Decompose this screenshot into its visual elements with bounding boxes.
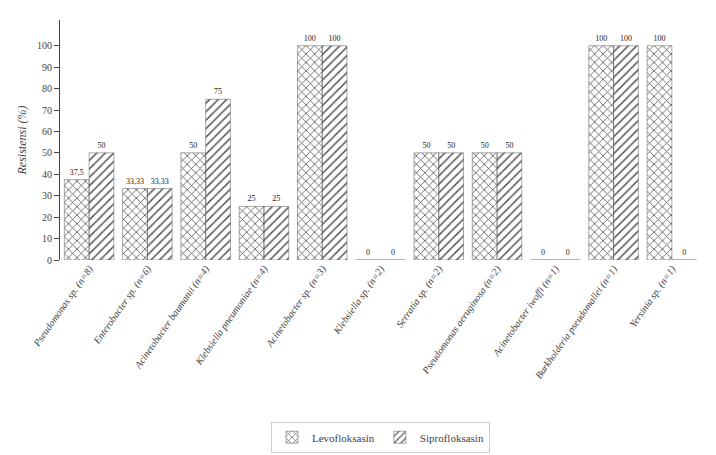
svg-text:Acinetobacter baumanii (n=4): Acinetobacter baumanii (n=4) — [132, 263, 213, 371]
svg-text:Resistensi (%): Resistensi (%) — [15, 106, 29, 176]
svg-text:50: 50 — [189, 141, 197, 150]
svg-text:50: 50 — [422, 141, 430, 150]
svg-text:40: 40 — [42, 169, 52, 180]
svg-text:Klebsiella pneumoniae (n=4): Klebsiella pneumoniae (n=4) — [193, 263, 271, 368]
svg-text:Serratia sp. (n=2): Serratia sp. (n=2) — [394, 263, 446, 330]
svg-text:50: 50 — [447, 141, 455, 150]
svg-text:Siprofloksasin: Siprofloksasin — [420, 432, 484, 444]
svg-text:50: 50 — [481, 141, 489, 150]
svg-text:Enterobacter sp. (n=6): Enterobacter sp. (n=6) — [91, 263, 155, 347]
svg-text:90: 90 — [42, 62, 52, 73]
svg-text:60: 60 — [42, 126, 52, 137]
svg-text:100: 100 — [620, 34, 632, 43]
svg-text:0: 0 — [366, 248, 370, 257]
svg-text:100: 100 — [37, 40, 52, 51]
svg-text:100: 100 — [329, 34, 341, 43]
svg-text:Acinetobacter iwoffi (n=1): Acinetobacter iwoffi (n=1) — [490, 263, 562, 359]
svg-text:70: 70 — [42, 105, 52, 116]
svg-text:25: 25 — [248, 194, 256, 203]
svg-text:75: 75 — [214, 87, 222, 96]
svg-text:10: 10 — [42, 233, 52, 244]
svg-text:50: 50 — [42, 147, 52, 158]
svg-text:0: 0 — [566, 248, 570, 257]
svg-text:Yersinia sp. (n=1): Yersinia sp. (n=1) — [627, 263, 679, 330]
svg-text:30: 30 — [42, 190, 52, 201]
svg-text:0: 0 — [47, 255, 52, 266]
svg-text:37,5: 37,5 — [70, 168, 84, 177]
svg-text:100: 100 — [653, 34, 665, 43]
svg-text:100: 100 — [304, 34, 316, 43]
svg-text:Pseudomonas sp. (n=8): Pseudomonas sp. (n=8) — [31, 263, 96, 349]
svg-text:0: 0 — [541, 248, 545, 257]
svg-text:0: 0 — [391, 248, 395, 257]
svg-text:33,33: 33,33 — [151, 177, 169, 186]
svg-text:50: 50 — [505, 141, 513, 150]
svg-text:Acinetobacter sp. (n=3): Acinetobacter sp. (n=3) — [263, 263, 329, 350]
svg-text:Levofloksasin: Levofloksasin — [312, 432, 375, 444]
svg-text:Burkholderia pseudomallei (n=1: Burkholderia pseudomallei (n=1) — [533, 263, 621, 381]
svg-text:Pseudomonas aeruginosa (n=2): Pseudomonas aeruginosa (n=2) — [419, 263, 504, 377]
svg-text:33,33: 33,33 — [126, 177, 144, 186]
svg-text:Klebsiella sp. (n=2): Klebsiella sp. (n=2) — [331, 263, 388, 337]
svg-text:25: 25 — [272, 194, 280, 203]
svg-text:80: 80 — [42, 83, 52, 94]
svg-text:0: 0 — [682, 248, 686, 257]
svg-text:100: 100 — [595, 34, 607, 43]
svg-text:20: 20 — [42, 212, 52, 223]
svg-text:50: 50 — [98, 141, 106, 150]
